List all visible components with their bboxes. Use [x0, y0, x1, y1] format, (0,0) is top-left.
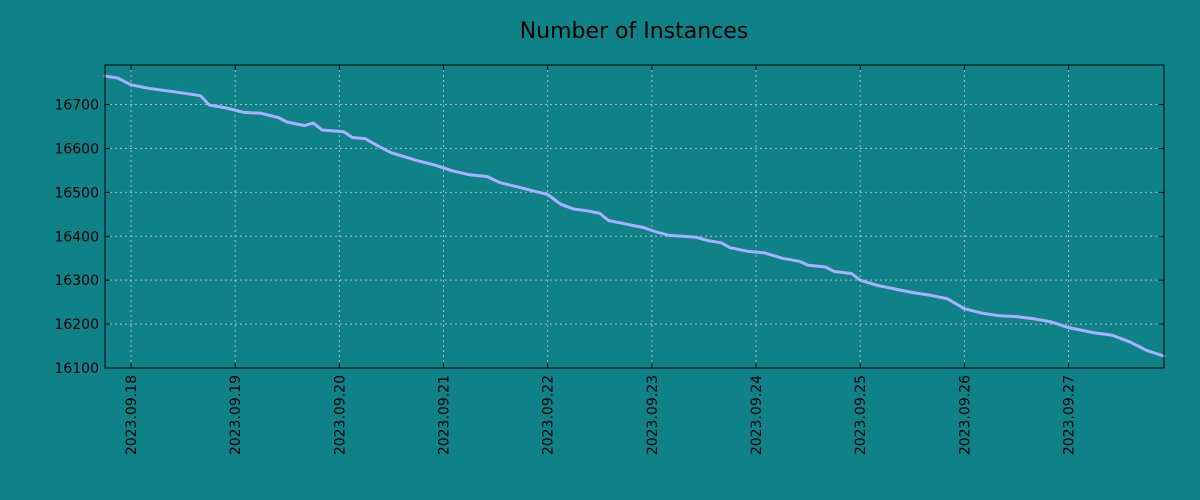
x-tick-label: 2023.09.19 — [228, 375, 244, 455]
x-axis: 2023.09.18 2023.09.19 2023.09.20 2023.09.21… — [124, 65, 1078, 455]
x-tick-label: 2023.09.23 — [645, 375, 661, 455]
plot-frame — [104, 64, 1165, 369]
y-tick-label: 16100 — [54, 361, 99, 377]
chart-title: Number of Instances — [520, 19, 749, 44]
x-tick-label: 2023.09.27 — [1062, 375, 1078, 455]
y-tick-label: 16400 — [54, 229, 99, 245]
x-tick-label: 2023.09.21 — [437, 375, 453, 455]
y-tick-label: 16600 — [54, 141, 99, 157]
x-tick-label: 2023.09.18 — [124, 375, 140, 455]
x-tick-label: 2023.09.20 — [332, 375, 348, 455]
x-tick-label: 2023.09.22 — [541, 375, 557, 455]
x-tick-label: 2023.09.24 — [749, 375, 765, 455]
x-tick-label: 2023.09.25 — [853, 375, 869, 455]
y-tick-label: 16200 — [54, 317, 99, 333]
series-layer — [103, 74, 1166, 358]
series-line-0 — [103, 74, 1166, 358]
y-axis: 16100 16200 16300 16400 16500 16600 16700 — [54, 98, 1164, 377]
x-tick-label: 2023.09.26 — [957, 375, 973, 455]
y-tick-label: 16500 — [54, 185, 99, 201]
y-tick-label: 16300 — [54, 273, 99, 289]
y-tick-label: 16700 — [54, 98, 99, 114]
